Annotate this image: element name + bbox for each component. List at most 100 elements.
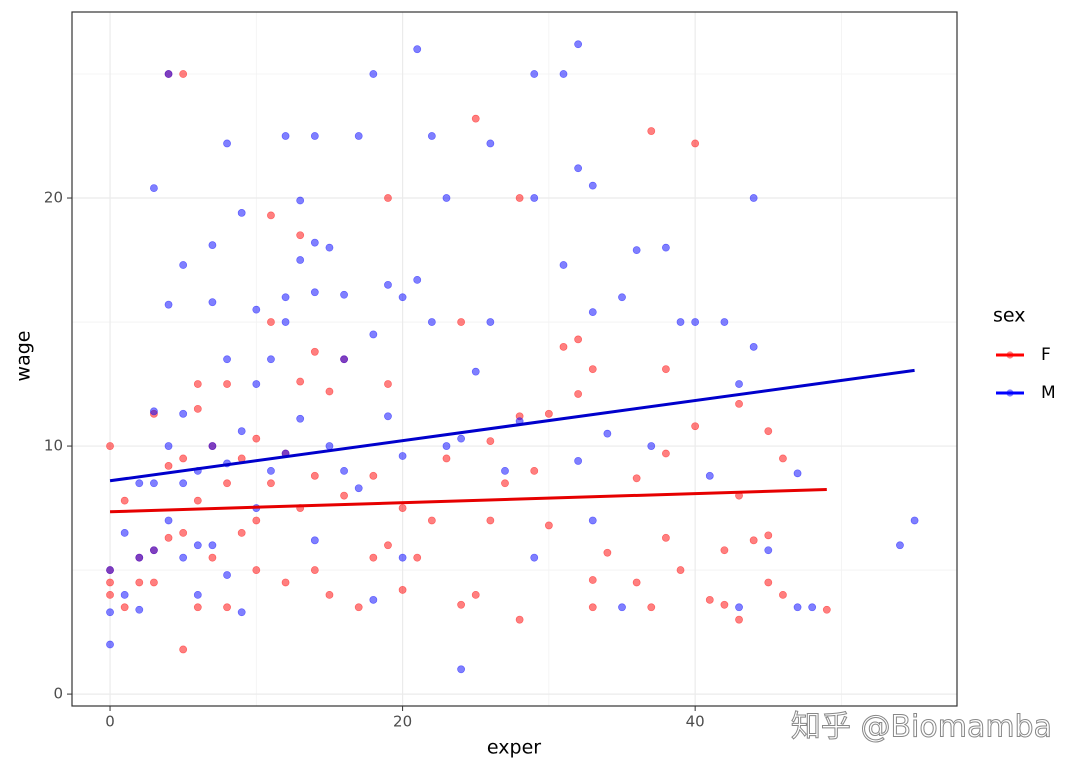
point xyxy=(208,241,217,250)
point xyxy=(398,553,407,562)
point xyxy=(310,471,319,480)
point xyxy=(457,318,466,326)
point xyxy=(515,194,524,202)
point xyxy=(691,318,700,326)
point xyxy=(267,479,275,488)
point xyxy=(354,484,363,493)
point xyxy=(281,132,290,140)
point xyxy=(559,70,568,78)
point xyxy=(647,442,656,450)
x-tick-label: 20 xyxy=(393,713,412,731)
point xyxy=(223,603,231,612)
point xyxy=(384,380,392,388)
point xyxy=(910,516,919,525)
point xyxy=(325,442,334,450)
point xyxy=(223,380,231,388)
point xyxy=(632,474,641,483)
point xyxy=(369,595,378,604)
point xyxy=(281,578,290,587)
point xyxy=(296,377,305,386)
point xyxy=(267,355,275,364)
x-tick-label: 40 xyxy=(686,713,705,731)
point xyxy=(150,407,158,416)
x-tick-label: 0 xyxy=(105,713,115,731)
plot-area xyxy=(72,12,957,706)
point xyxy=(179,553,188,562)
point xyxy=(720,546,729,555)
point xyxy=(574,457,583,465)
point xyxy=(340,466,348,475)
point xyxy=(237,608,246,617)
point xyxy=(369,553,378,562)
point xyxy=(530,553,539,562)
point xyxy=(281,293,290,302)
point xyxy=(749,536,758,545)
point xyxy=(179,409,188,418)
point xyxy=(223,355,231,364)
point xyxy=(793,469,802,478)
point xyxy=(442,442,451,450)
point xyxy=(457,434,466,443)
point xyxy=(501,466,509,475)
point xyxy=(179,70,188,78)
point xyxy=(735,399,743,408)
point xyxy=(208,553,217,562)
point xyxy=(427,132,436,140)
point xyxy=(237,209,246,217)
point xyxy=(662,365,670,374)
point xyxy=(691,422,700,431)
legend-key-point xyxy=(1006,351,1014,359)
point xyxy=(150,546,158,555)
point xyxy=(501,479,509,488)
point xyxy=(296,231,305,240)
point xyxy=(252,380,261,388)
point xyxy=(632,578,641,587)
point xyxy=(676,318,685,326)
point xyxy=(252,566,261,574)
point xyxy=(735,380,743,388)
point xyxy=(150,184,158,193)
point xyxy=(150,578,158,587)
point xyxy=(749,342,758,351)
point xyxy=(486,516,495,525)
point xyxy=(340,491,348,500)
point xyxy=(398,586,407,594)
point xyxy=(705,595,714,604)
y-tick-label: 20 xyxy=(44,189,63,207)
point xyxy=(179,261,188,269)
legend-label: F xyxy=(1041,345,1051,365)
point xyxy=(559,261,568,269)
point xyxy=(208,442,217,450)
point xyxy=(164,516,173,525)
point xyxy=(779,590,787,599)
point xyxy=(135,578,144,587)
point xyxy=(442,454,451,463)
point xyxy=(193,590,202,599)
point xyxy=(662,449,670,458)
point xyxy=(193,541,202,550)
point xyxy=(808,603,817,612)
point xyxy=(223,571,231,579)
point xyxy=(281,318,290,326)
point xyxy=(574,335,583,344)
point xyxy=(544,521,553,530)
point xyxy=(310,566,319,574)
point xyxy=(193,496,202,505)
point xyxy=(208,541,217,550)
legend-label: M xyxy=(1041,383,1056,403)
point xyxy=(120,603,129,612)
point xyxy=(164,533,173,542)
point xyxy=(574,390,583,398)
point xyxy=(208,298,217,307)
point xyxy=(427,516,436,525)
point xyxy=(574,40,583,49)
point xyxy=(413,553,422,562)
point xyxy=(369,330,378,339)
point xyxy=(764,546,773,555)
point xyxy=(413,275,422,284)
point xyxy=(135,605,144,614)
point xyxy=(662,243,670,252)
point xyxy=(106,608,114,617)
point xyxy=(106,640,114,649)
point xyxy=(223,139,231,148)
